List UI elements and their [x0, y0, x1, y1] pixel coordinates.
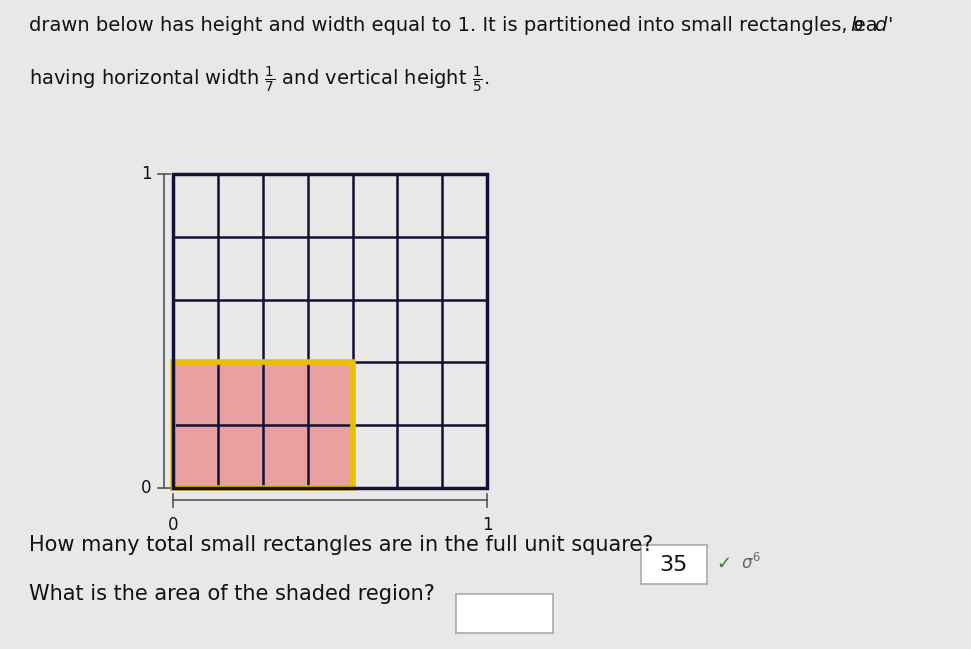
Bar	[173, 362, 352, 488]
Text: 1: 1	[482, 516, 492, 534]
Text: 35: 35	[659, 555, 688, 574]
Text: 0: 0	[168, 516, 179, 534]
Text: ✓: ✓	[717, 554, 732, 572]
Bar	[173, 362, 352, 488]
Bar	[173, 174, 487, 488]
Text: 1: 1	[141, 165, 151, 183]
Text: 0: 0	[141, 479, 151, 497]
Text: drawn below has height and width equal to 1. It is partitioned into small rectan: drawn below has height and width equal t…	[29, 16, 878, 35]
Text: having horizontal width $\frac{1}{7}$ and vertical height $\frac{1}{5}$.: having horizontal width $\frac{1}{7}$ an…	[29, 65, 489, 95]
Text: $\sigma^{6}$: $\sigma^{6}$	[741, 554, 761, 573]
Text: How many total small rectangles are in the full unit square?: How many total small rectangles are in t…	[29, 535, 653, 556]
Text: $b$  $d$': $b$ $d$'	[850, 16, 892, 35]
Text: What is the area of the shaded region?: What is the area of the shaded region?	[29, 584, 435, 604]
